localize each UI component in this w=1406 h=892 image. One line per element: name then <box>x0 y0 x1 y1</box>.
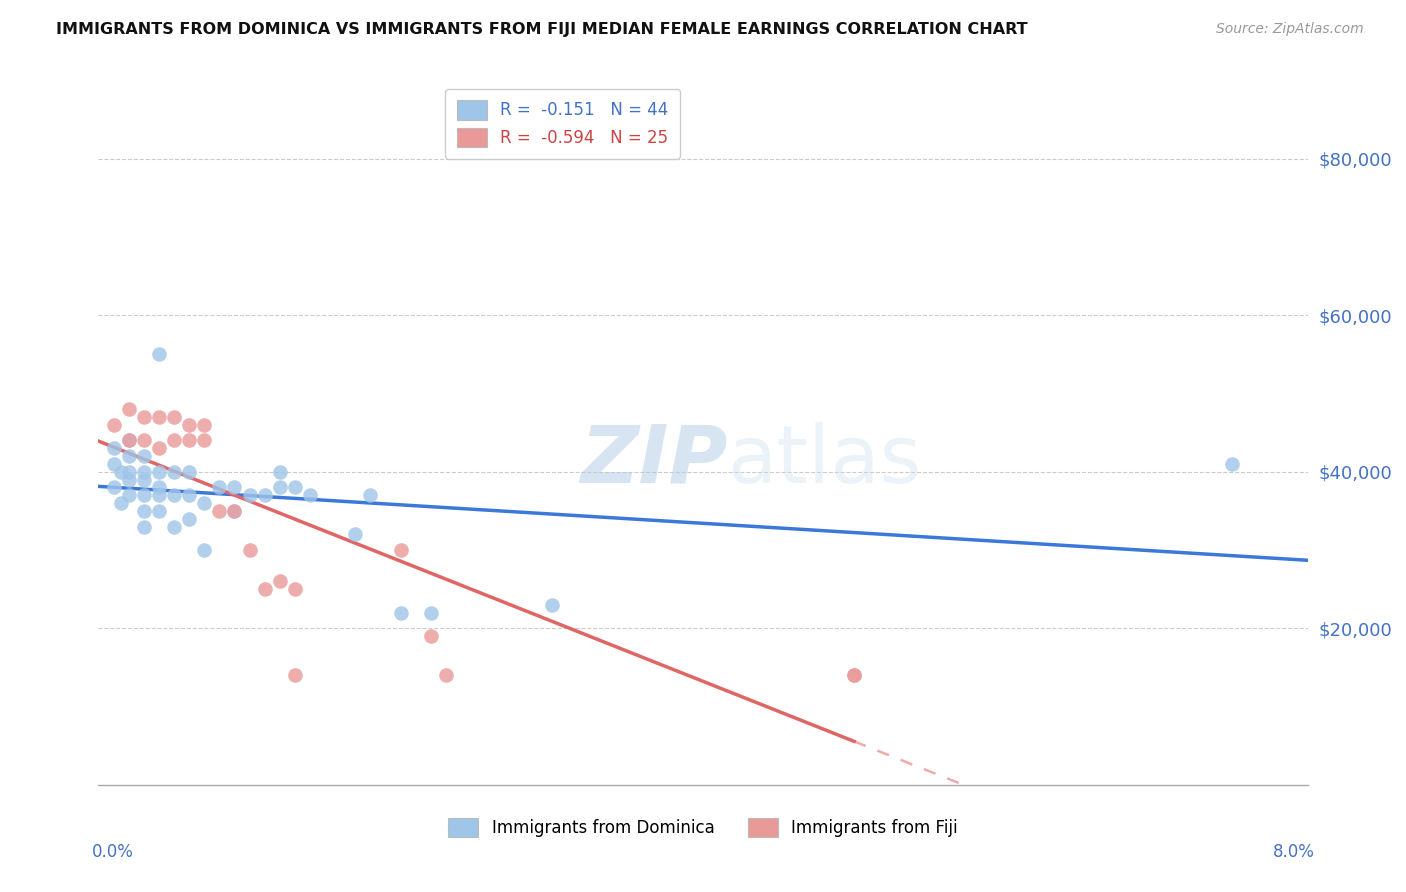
Point <box>224 480 246 494</box>
Point <box>269 574 291 589</box>
Y-axis label: Median Female Earnings: Median Female Earnings <box>0 339 7 526</box>
Point <box>844 668 866 682</box>
Point <box>103 457 125 471</box>
Point <box>179 417 201 432</box>
Point <box>132 519 155 533</box>
Point <box>148 488 170 502</box>
Point <box>148 480 170 494</box>
Point <box>193 543 215 558</box>
Point <box>163 519 186 533</box>
Point <box>118 473 141 487</box>
Point <box>132 409 155 424</box>
Point <box>239 543 262 558</box>
Point <box>420 606 443 620</box>
Point <box>299 488 322 502</box>
Point <box>132 504 155 518</box>
Point <box>148 347 170 361</box>
Point <box>148 409 170 424</box>
Point <box>179 488 201 502</box>
Point <box>360 488 382 502</box>
Text: 0.0%: 0.0% <box>91 843 134 861</box>
Point <box>163 409 186 424</box>
Text: 8.0%: 8.0% <box>1272 843 1315 861</box>
Point <box>110 465 132 479</box>
Point <box>118 434 141 448</box>
Point <box>132 473 155 487</box>
Point <box>284 582 307 597</box>
Point <box>132 488 155 502</box>
Point <box>434 668 457 682</box>
Point <box>253 488 276 502</box>
Point <box>253 582 276 597</box>
Point <box>118 488 141 502</box>
Point <box>269 465 291 479</box>
Point <box>163 488 186 502</box>
Point <box>118 434 141 448</box>
Point <box>179 434 201 448</box>
Point <box>118 402 141 417</box>
Point <box>132 434 155 448</box>
Point <box>389 543 412 558</box>
Point <box>132 449 155 463</box>
Point <box>118 449 141 463</box>
Point <box>193 496 215 510</box>
Point <box>208 504 231 518</box>
Point <box>344 527 367 541</box>
Point <box>103 417 125 432</box>
Point <box>179 465 201 479</box>
Point <box>540 598 562 612</box>
Point <box>179 512 201 526</box>
Text: IMMIGRANTS FROM DOMINICA VS IMMIGRANTS FROM FIJI MEDIAN FEMALE EARNINGS CORRELAT: IMMIGRANTS FROM DOMINICA VS IMMIGRANTS F… <box>56 22 1028 37</box>
Point <box>148 465 170 479</box>
Point <box>389 606 412 620</box>
Point <box>284 668 307 682</box>
Point <box>420 629 443 643</box>
Point <box>269 480 291 494</box>
Point <box>163 434 186 448</box>
Point <box>148 504 170 518</box>
Text: Source: ZipAtlas.com: Source: ZipAtlas.com <box>1216 22 1364 37</box>
Point <box>193 417 215 432</box>
Point <box>1220 457 1243 471</box>
Point <box>148 442 170 456</box>
Point <box>208 480 231 494</box>
Point <box>284 480 307 494</box>
Point <box>103 442 125 456</box>
Point <box>224 504 246 518</box>
Point <box>118 465 141 479</box>
Point <box>132 465 155 479</box>
Text: atlas: atlas <box>727 422 921 500</box>
Point <box>110 496 132 510</box>
Point <box>163 465 186 479</box>
Point <box>103 480 125 494</box>
Point <box>193 434 215 448</box>
Point <box>239 488 262 502</box>
Point <box>224 504 246 518</box>
Text: ZIP: ZIP <box>579 422 727 500</box>
Legend: Immigrants from Dominica, Immigrants from Fiji: Immigrants from Dominica, Immigrants fro… <box>439 808 967 847</box>
Point <box>844 668 866 682</box>
